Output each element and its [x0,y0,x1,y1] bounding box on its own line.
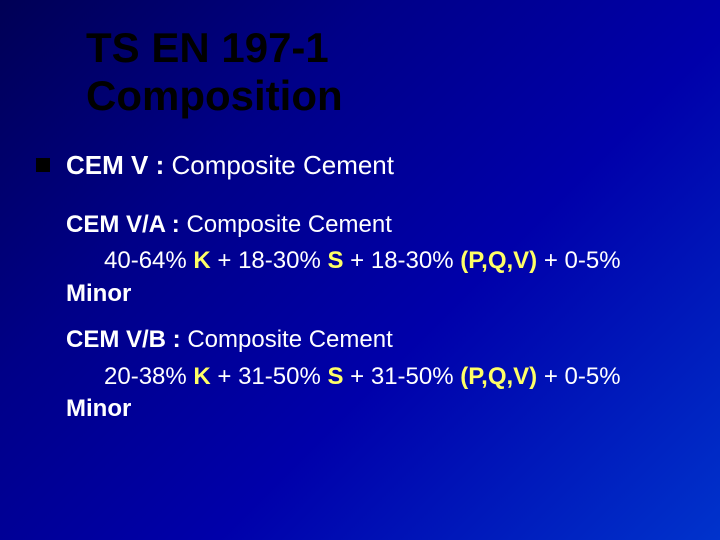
b-plus1: + 31-50% [211,363,328,390]
b-s: S [327,363,343,390]
a-k: K [193,247,210,274]
cem-va-label: CEM V/A : [66,211,186,238]
a-pqv: (P,Q,V) [460,247,537,274]
b-k: K [193,363,210,390]
a-plus1: + 18-30% [211,247,328,274]
section-b-formula: 20-38% K + 31-50% S + 31-50% (P,Q,V) + 0… [104,361,684,393]
b-pct-k: 20-38% [104,363,193,390]
bullet-row-1: CEM V : Composite Cement [36,149,684,182]
cem-vb-label: CEM V/B : [66,326,187,353]
cem-va-desc: Composite Cement [186,211,391,238]
cem-v-desc: Composite Cement [171,150,394,180]
section-a-minor: Minor [66,278,684,310]
section-a-heading: CEM V/A : Composite Cement [66,209,684,241]
cem-vb-desc: Composite Cement [187,326,392,353]
title-line-2: Composition [86,72,343,119]
a-plus2: + 18-30% [344,247,461,274]
cem-v-label: CEM V : [66,150,171,180]
slide-title: TS EN 197-1 Composition [86,24,684,121]
section-b-heading: CEM V/B : Composite Cement [66,324,684,356]
a-tail: + 0-5% [537,247,620,274]
b-tail: + 0-5% [537,363,620,390]
a-s: S [327,247,343,274]
b-pqv: (P,Q,V) [460,363,537,390]
title-line-1: TS EN 197-1 [86,24,329,71]
section-a-formula: 40-64% K + 18-30% S + 18-30% (P,Q,V) + 0… [104,245,684,277]
section-b-minor: Minor [66,393,684,425]
square-bullet-icon [36,158,50,172]
a-pct-k: 40-64% [104,247,193,274]
bullet-text-1: CEM V : Composite Cement [66,149,394,182]
b-plus2: + 31-50% [344,363,461,390]
